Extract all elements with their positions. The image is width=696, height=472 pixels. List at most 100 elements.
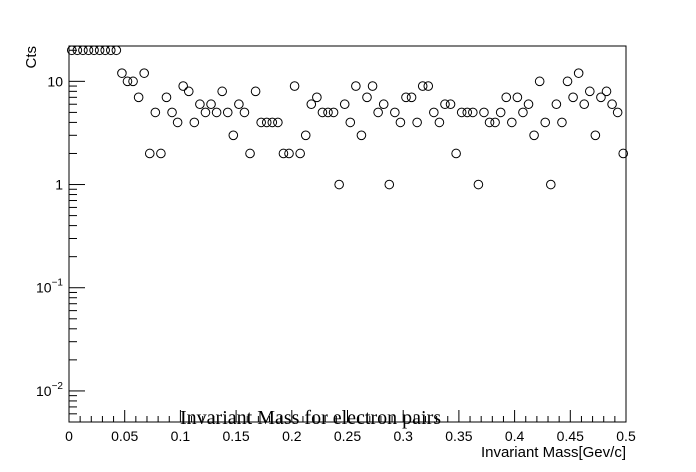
data-point: [362, 92, 372, 103]
data-point: [573, 68, 584, 78]
data-points: [66, 45, 629, 190]
data-point: [473, 179, 484, 190]
data-point: [351, 81, 361, 91]
data-point: [507, 117, 517, 128]
data-point: [546, 179, 556, 190]
data-point: [384, 179, 395, 190]
data-point: [312, 92, 322, 103]
data-point: [234, 99, 244, 110]
data-point: [161, 92, 172, 103]
data-point: [596, 92, 606, 103]
y-axis-ticks: [69, 49, 85, 423]
data-point: [445, 99, 456, 110]
data-point: [317, 107, 328, 118]
data-point: [156, 148, 166, 159]
data-point: [523, 99, 534, 110]
data-point: [534, 76, 545, 87]
x-axis-ticks: [68, 410, 627, 422]
x-tick-label: 0.1: [171, 428, 191, 444]
data-point: [256, 117, 266, 128]
data-point: [590, 130, 601, 141]
data-point: [579, 99, 590, 110]
data-point: [618, 148, 629, 159]
x-tick-label: 0.2: [282, 428, 302, 444]
y-axis-label: Cts: [23, 46, 40, 69]
data-point: [183, 86, 194, 97]
data-point: [339, 99, 350, 110]
plot-frame: [68, 45, 627, 423]
data-point: [484, 117, 495, 128]
data-point: [267, 117, 278, 128]
data-point: [395, 117, 406, 128]
data-point: [468, 107, 478, 118]
data-point: [323, 107, 333, 118]
data-point: [284, 148, 294, 159]
data-point: [356, 130, 367, 141]
data-point: [412, 117, 422, 128]
data-point: [167, 107, 177, 118]
data-point: [501, 92, 512, 103]
y-tick-label: 1: [55, 177, 63, 193]
data-point: [373, 107, 383, 118]
data-point: [429, 107, 439, 118]
x-tick-label: 0.15: [222, 428, 249, 444]
data-point: [334, 179, 344, 190]
data-point: [518, 107, 528, 118]
data-point: [89, 45, 99, 56]
data-point: [462, 107, 473, 118]
data-point: [200, 107, 211, 118]
data-point: [529, 130, 539, 141]
chart-title: Invariant Mass for electron pairs: [180, 407, 441, 429]
data-point: [105, 45, 116, 56]
data-point: [451, 148, 461, 159]
data-point: [239, 107, 250, 118]
data-point: [245, 148, 255, 159]
y-tick-label: 10: [47, 73, 63, 89]
x-tick-label: 0.4: [505, 428, 525, 444]
data-point: [540, 117, 551, 128]
data-point: [495, 107, 506, 118]
x-axis-label: Invariant Mass[Gev/c]: [481, 444, 626, 461]
data-point: [83, 45, 94, 56]
data-point: [278, 148, 289, 159]
data-point: [66, 45, 77, 56]
y-axis-tick-labels: 10 1 10−1 10−2: [36, 73, 63, 399]
data-point: [601, 86, 612, 97]
data-point: [228, 130, 239, 141]
data-point: [551, 99, 562, 110]
data-point: [434, 117, 445, 128]
data-point: [222, 107, 233, 118]
data-point: [122, 76, 133, 87]
data-point: [417, 81, 428, 91]
data-point: [584, 86, 595, 97]
data-point: [217, 86, 227, 97]
data-point: [139, 68, 149, 78]
data-point: [150, 107, 161, 118]
data-point: [261, 117, 272, 128]
x-tick-label: 0.45: [557, 428, 584, 444]
data-point: [378, 99, 389, 110]
data-point: [206, 99, 216, 110]
data-point: [406, 92, 417, 103]
data-point: [490, 117, 500, 128]
data-point: [128, 76, 138, 87]
x-tick-label: 0.05: [111, 428, 138, 444]
x-tick-label: 0.5: [616, 428, 636, 444]
data-point: [440, 99, 450, 110]
x-tick-label: 0.3: [393, 428, 413, 444]
data-point: [345, 117, 356, 128]
y-tick-label: 10−2: [36, 381, 63, 399]
x-tick-label: 0: [65, 428, 73, 444]
data-point: [423, 81, 434, 91]
data-point: [78, 45, 88, 56]
data-point: [390, 107, 400, 118]
data-point: [367, 81, 378, 91]
y-tick-label: 10−1: [36, 278, 63, 296]
data-point: [568, 92, 578, 103]
data-point: [211, 107, 222, 118]
data-point: [250, 86, 261, 97]
data-point: [144, 148, 155, 159]
x-axis-tick-labels: 0 0.05 0.1 0.15 0.2 0.25 0.3 0.35 0.4 0.45 0.5: [65, 428, 636, 444]
data-point: [195, 99, 205, 110]
